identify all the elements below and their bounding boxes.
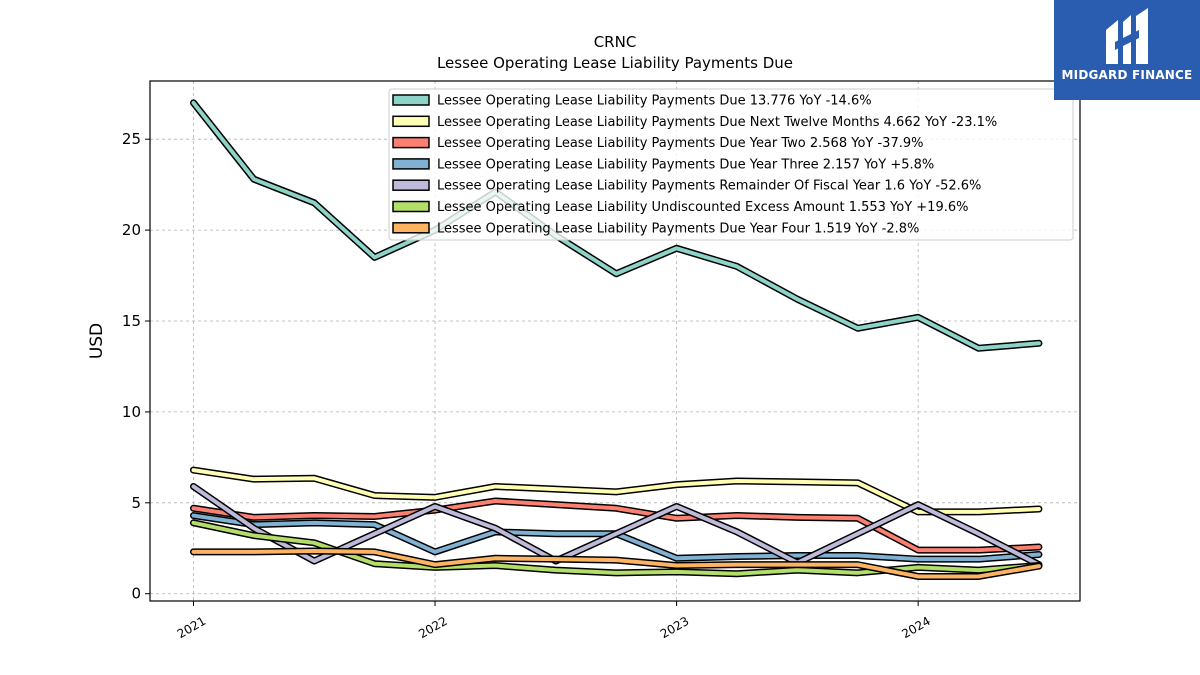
series-line [191, 100, 1041, 351]
y-tick-label: 0 [131, 585, 141, 603]
legend-entry: Lessee Operating Lease Liability Payment… [437, 136, 923, 151]
legend [388, 88, 1074, 241]
series-line [191, 468, 1041, 514]
legend-entry: Lessee Operating Lease Liability Payment… [437, 94, 872, 109]
y-tick-label: 5 [131, 494, 141, 512]
legend-entry: Lessee Operating Lease Liability Payment… [437, 157, 934, 172]
brand-logo: MIDGARD FINANCE [1054, 0, 1200, 100]
legend-entry: Lessee Operating Lease Liability Payment… [437, 115, 997, 130]
series-line [191, 549, 1041, 579]
y-tick-label: 20 [122, 221, 141, 239]
y-tick-label: 15 [122, 312, 141, 330]
y-tick-label: 10 [122, 403, 141, 421]
y-axis-label: USD [87, 323, 107, 359]
x-tick-label: 2021 [175, 614, 208, 641]
chart-subtitle: Lessee Operating Lease Liability Payment… [437, 54, 793, 72]
plot-frame [149, 80, 1081, 602]
legend-entry: Lessee Operating Lease Liability Payment… [437, 179, 981, 194]
x-tick-label: 2023 [658, 614, 691, 641]
brand-logo-icon [1106, 8, 1148, 64]
brand-name: MIDGARD FINANCE [1061, 68, 1193, 82]
legend-swatch [392, 115, 430, 128]
legend-swatch [392, 94, 430, 106]
x-tick-label: 2022 [416, 614, 449, 641]
chart-title: CRNC [594, 33, 637, 51]
legend-entry: Lessee Operating Lease Liability Undisco… [437, 200, 968, 215]
legend-entry: Lessee Operating Lease Liability Payment… [437, 221, 919, 236]
y-tick-label: 25 [122, 130, 141, 148]
legend-swatch [392, 222, 430, 234]
legend-swatch [392, 136, 430, 149]
series-line [191, 499, 1041, 553]
legend-swatch [392, 179, 430, 191]
x-tick-label: 2024 [899, 614, 932, 641]
legend-swatch [392, 158, 430, 170]
legend-swatch [392, 200, 430, 213]
